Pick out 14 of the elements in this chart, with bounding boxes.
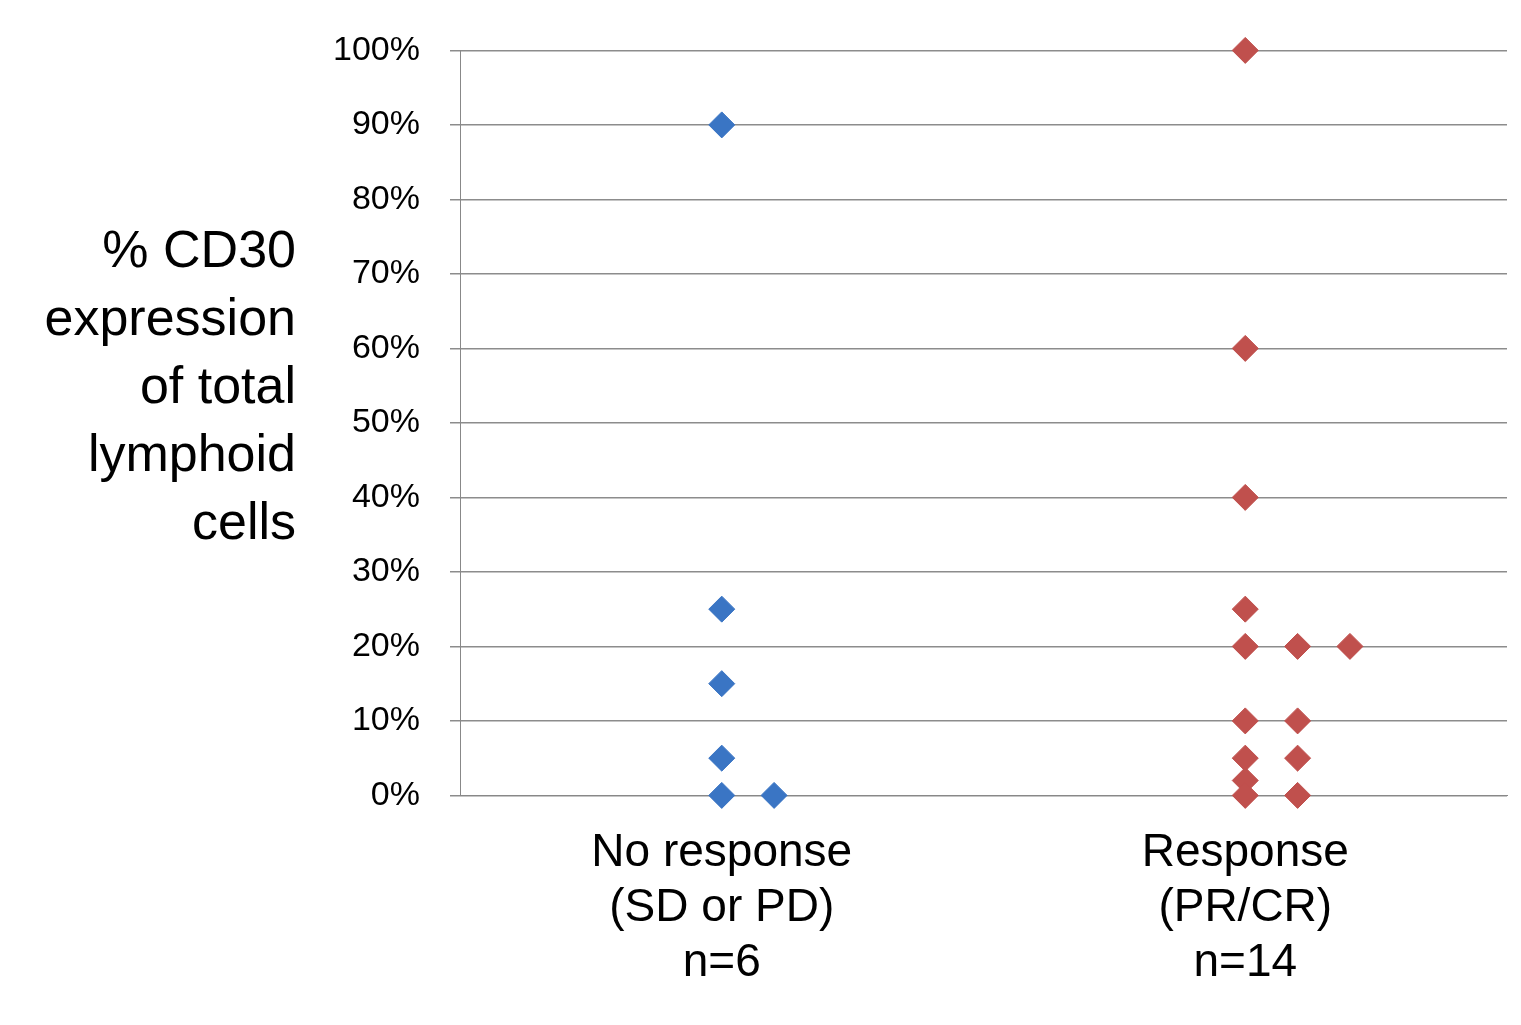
x-tick-label: No response (SD or PD) n=6 <box>591 823 853 987</box>
y-tick-label: 50% <box>351 401 420 440</box>
y-tick-label: 20% <box>351 624 420 663</box>
y-tick-label: 90% <box>351 103 420 142</box>
y-tick-label: 60% <box>351 326 420 365</box>
y-tick-label: 40% <box>351 475 420 514</box>
y-tick-label: 80% <box>351 177 420 216</box>
y-tick-label: 0% <box>370 773 420 812</box>
y-tick-label: 100% <box>333 28 420 67</box>
y-tick-label: 70% <box>351 252 420 291</box>
x-tick-label: Response (PR/CR) n=14 <box>1141 823 1349 987</box>
y-tick-label: 30% <box>351 550 420 589</box>
y-tick-label: 10% <box>351 699 420 738</box>
y-axis-title: % CD30 expression of total lymphoid cells <box>43 219 296 552</box>
